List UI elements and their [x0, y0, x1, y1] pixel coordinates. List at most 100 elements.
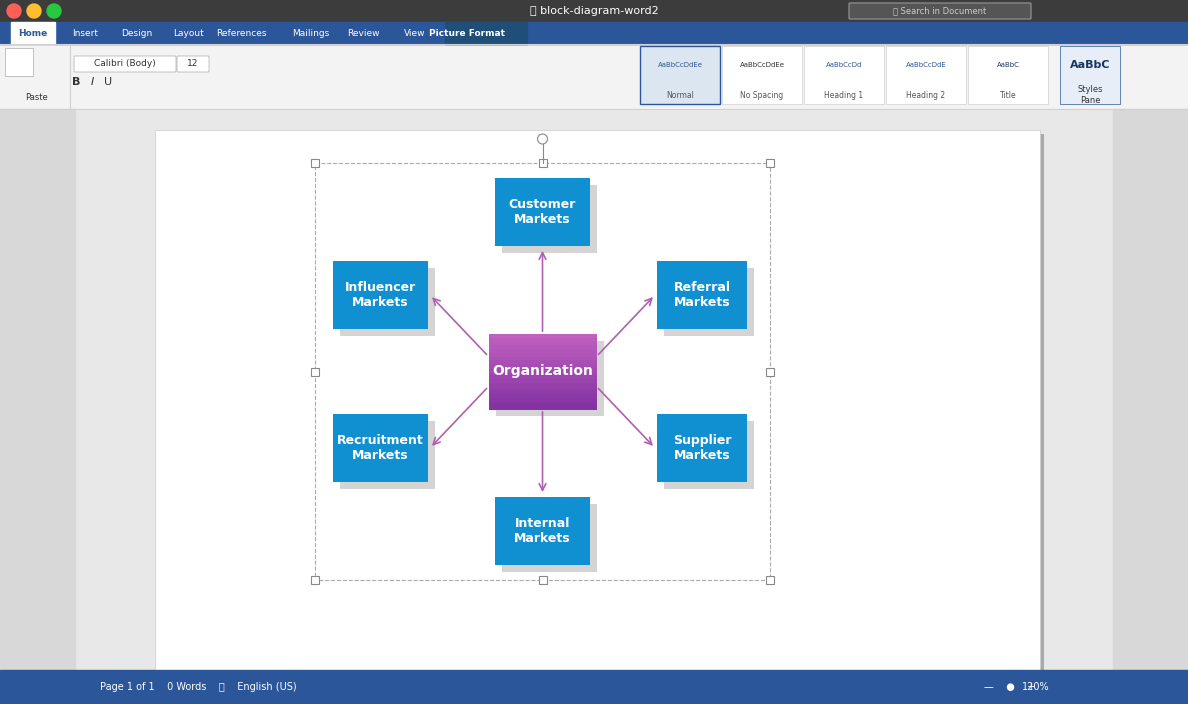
- Bar: [538, 576, 546, 584]
- Bar: [488, 353, 596, 357]
- Text: B: B: [71, 77, 80, 87]
- Bar: [657, 414, 747, 482]
- Bar: [0, 109, 75, 704]
- Bar: [311, 159, 320, 167]
- Bar: [0, 22, 1188, 44]
- Text: I: I: [90, 77, 94, 87]
- Circle shape: [27, 4, 42, 18]
- FancyBboxPatch shape: [849, 3, 1031, 19]
- Text: Picture Format: Picture Format: [429, 28, 505, 37]
- Bar: [495, 178, 590, 246]
- Text: 120%: 120%: [1023, 682, 1050, 692]
- Bar: [311, 576, 320, 584]
- Text: Paste: Paste: [25, 93, 48, 102]
- Bar: [488, 379, 596, 383]
- Text: No Spacing: No Spacing: [740, 91, 784, 99]
- Text: Heading 1: Heading 1: [824, 91, 864, 99]
- Text: AaBbCcDdEe: AaBbCcDdEe: [739, 62, 784, 68]
- Text: Mailings: Mailings: [292, 28, 329, 37]
- Text: AaBbC: AaBbC: [997, 62, 1019, 68]
- Text: 🔍 Search in Document: 🔍 Search in Document: [893, 6, 986, 15]
- Bar: [488, 383, 596, 387]
- Bar: [0, 0, 1188, 22]
- Bar: [154, 130, 1040, 690]
- Bar: [886, 46, 966, 104]
- Bar: [488, 372, 596, 376]
- Bar: [488, 334, 596, 338]
- Bar: [495, 497, 590, 565]
- Text: Title: Title: [999, 91, 1016, 99]
- Bar: [766, 159, 775, 167]
- Text: Page 1 of 1    0 Words    🖊    English (US): Page 1 of 1 0 Words 🖊 English (US): [100, 682, 297, 692]
- Text: Supplier
Markets: Supplier Markets: [672, 434, 732, 462]
- Bar: [488, 386, 596, 391]
- Text: 📄 block-diagram-word2: 📄 block-diagram-word2: [530, 6, 658, 16]
- Bar: [488, 356, 596, 360]
- Bar: [311, 367, 320, 375]
- Bar: [488, 349, 596, 353]
- Circle shape: [537, 134, 548, 144]
- Text: Recruitment
Markets: Recruitment Markets: [337, 434, 424, 462]
- Bar: [488, 360, 596, 365]
- Bar: [488, 338, 596, 342]
- FancyBboxPatch shape: [74, 56, 176, 72]
- Bar: [488, 341, 596, 346]
- Text: AaBbCcDdE: AaBbCcDdE: [905, 62, 947, 68]
- Text: Calibri (Body): Calibri (Body): [94, 60, 156, 68]
- Bar: [722, 46, 802, 104]
- Bar: [495, 341, 604, 416]
- Circle shape: [7, 4, 21, 18]
- Text: Home: Home: [18, 28, 48, 37]
- FancyBboxPatch shape: [177, 56, 209, 72]
- Bar: [1060, 46, 1120, 104]
- Text: Internal
Markets: Internal Markets: [514, 517, 570, 545]
- Bar: [333, 261, 428, 329]
- Bar: [333, 414, 428, 482]
- Text: Influencer
Markets: Influencer Markets: [345, 281, 416, 309]
- Text: —    ●    +: — ● +: [985, 682, 1036, 692]
- Bar: [159, 134, 1044, 694]
- Text: Heading 2: Heading 2: [906, 91, 946, 99]
- Bar: [340, 421, 435, 489]
- Bar: [488, 398, 596, 402]
- Text: View: View: [404, 28, 425, 37]
- Bar: [75, 109, 1113, 695]
- Bar: [664, 268, 754, 336]
- Bar: [488, 345, 596, 349]
- Text: Organization: Organization: [492, 365, 593, 379]
- Bar: [766, 367, 775, 375]
- Bar: [640, 46, 720, 104]
- Bar: [503, 185, 598, 253]
- Bar: [5, 48, 33, 76]
- Bar: [657, 261, 747, 329]
- Text: U: U: [103, 77, 112, 87]
- Bar: [488, 364, 596, 368]
- Bar: [2, 46, 72, 106]
- Bar: [488, 375, 596, 379]
- Text: Customer
Markets: Customer Markets: [508, 198, 576, 226]
- Text: Normal: Normal: [666, 91, 694, 99]
- Bar: [488, 390, 596, 394]
- Bar: [340, 268, 435, 336]
- Bar: [664, 421, 754, 489]
- Text: AaBbCcDdEe: AaBbCcDdEe: [657, 62, 702, 68]
- Bar: [11, 22, 55, 44]
- Bar: [488, 394, 596, 398]
- Bar: [0, 44, 1188, 109]
- Bar: [766, 576, 775, 584]
- Text: 12: 12: [188, 60, 198, 68]
- Bar: [0, 670, 1188, 704]
- Bar: [488, 401, 596, 406]
- Text: Review: Review: [347, 28, 379, 37]
- Bar: [503, 504, 598, 572]
- Text: Layout: Layout: [173, 28, 204, 37]
- Text: AaBbCcDd: AaBbCcDd: [826, 62, 862, 68]
- Text: AaBbC: AaBbC: [1069, 60, 1111, 70]
- Bar: [968, 46, 1048, 104]
- Text: References: References: [216, 28, 266, 37]
- Bar: [488, 367, 596, 372]
- Text: Insert: Insert: [72, 28, 97, 37]
- Text: Referral
Markets: Referral Markets: [674, 281, 731, 309]
- Bar: [315, 163, 770, 580]
- Bar: [446, 22, 527, 44]
